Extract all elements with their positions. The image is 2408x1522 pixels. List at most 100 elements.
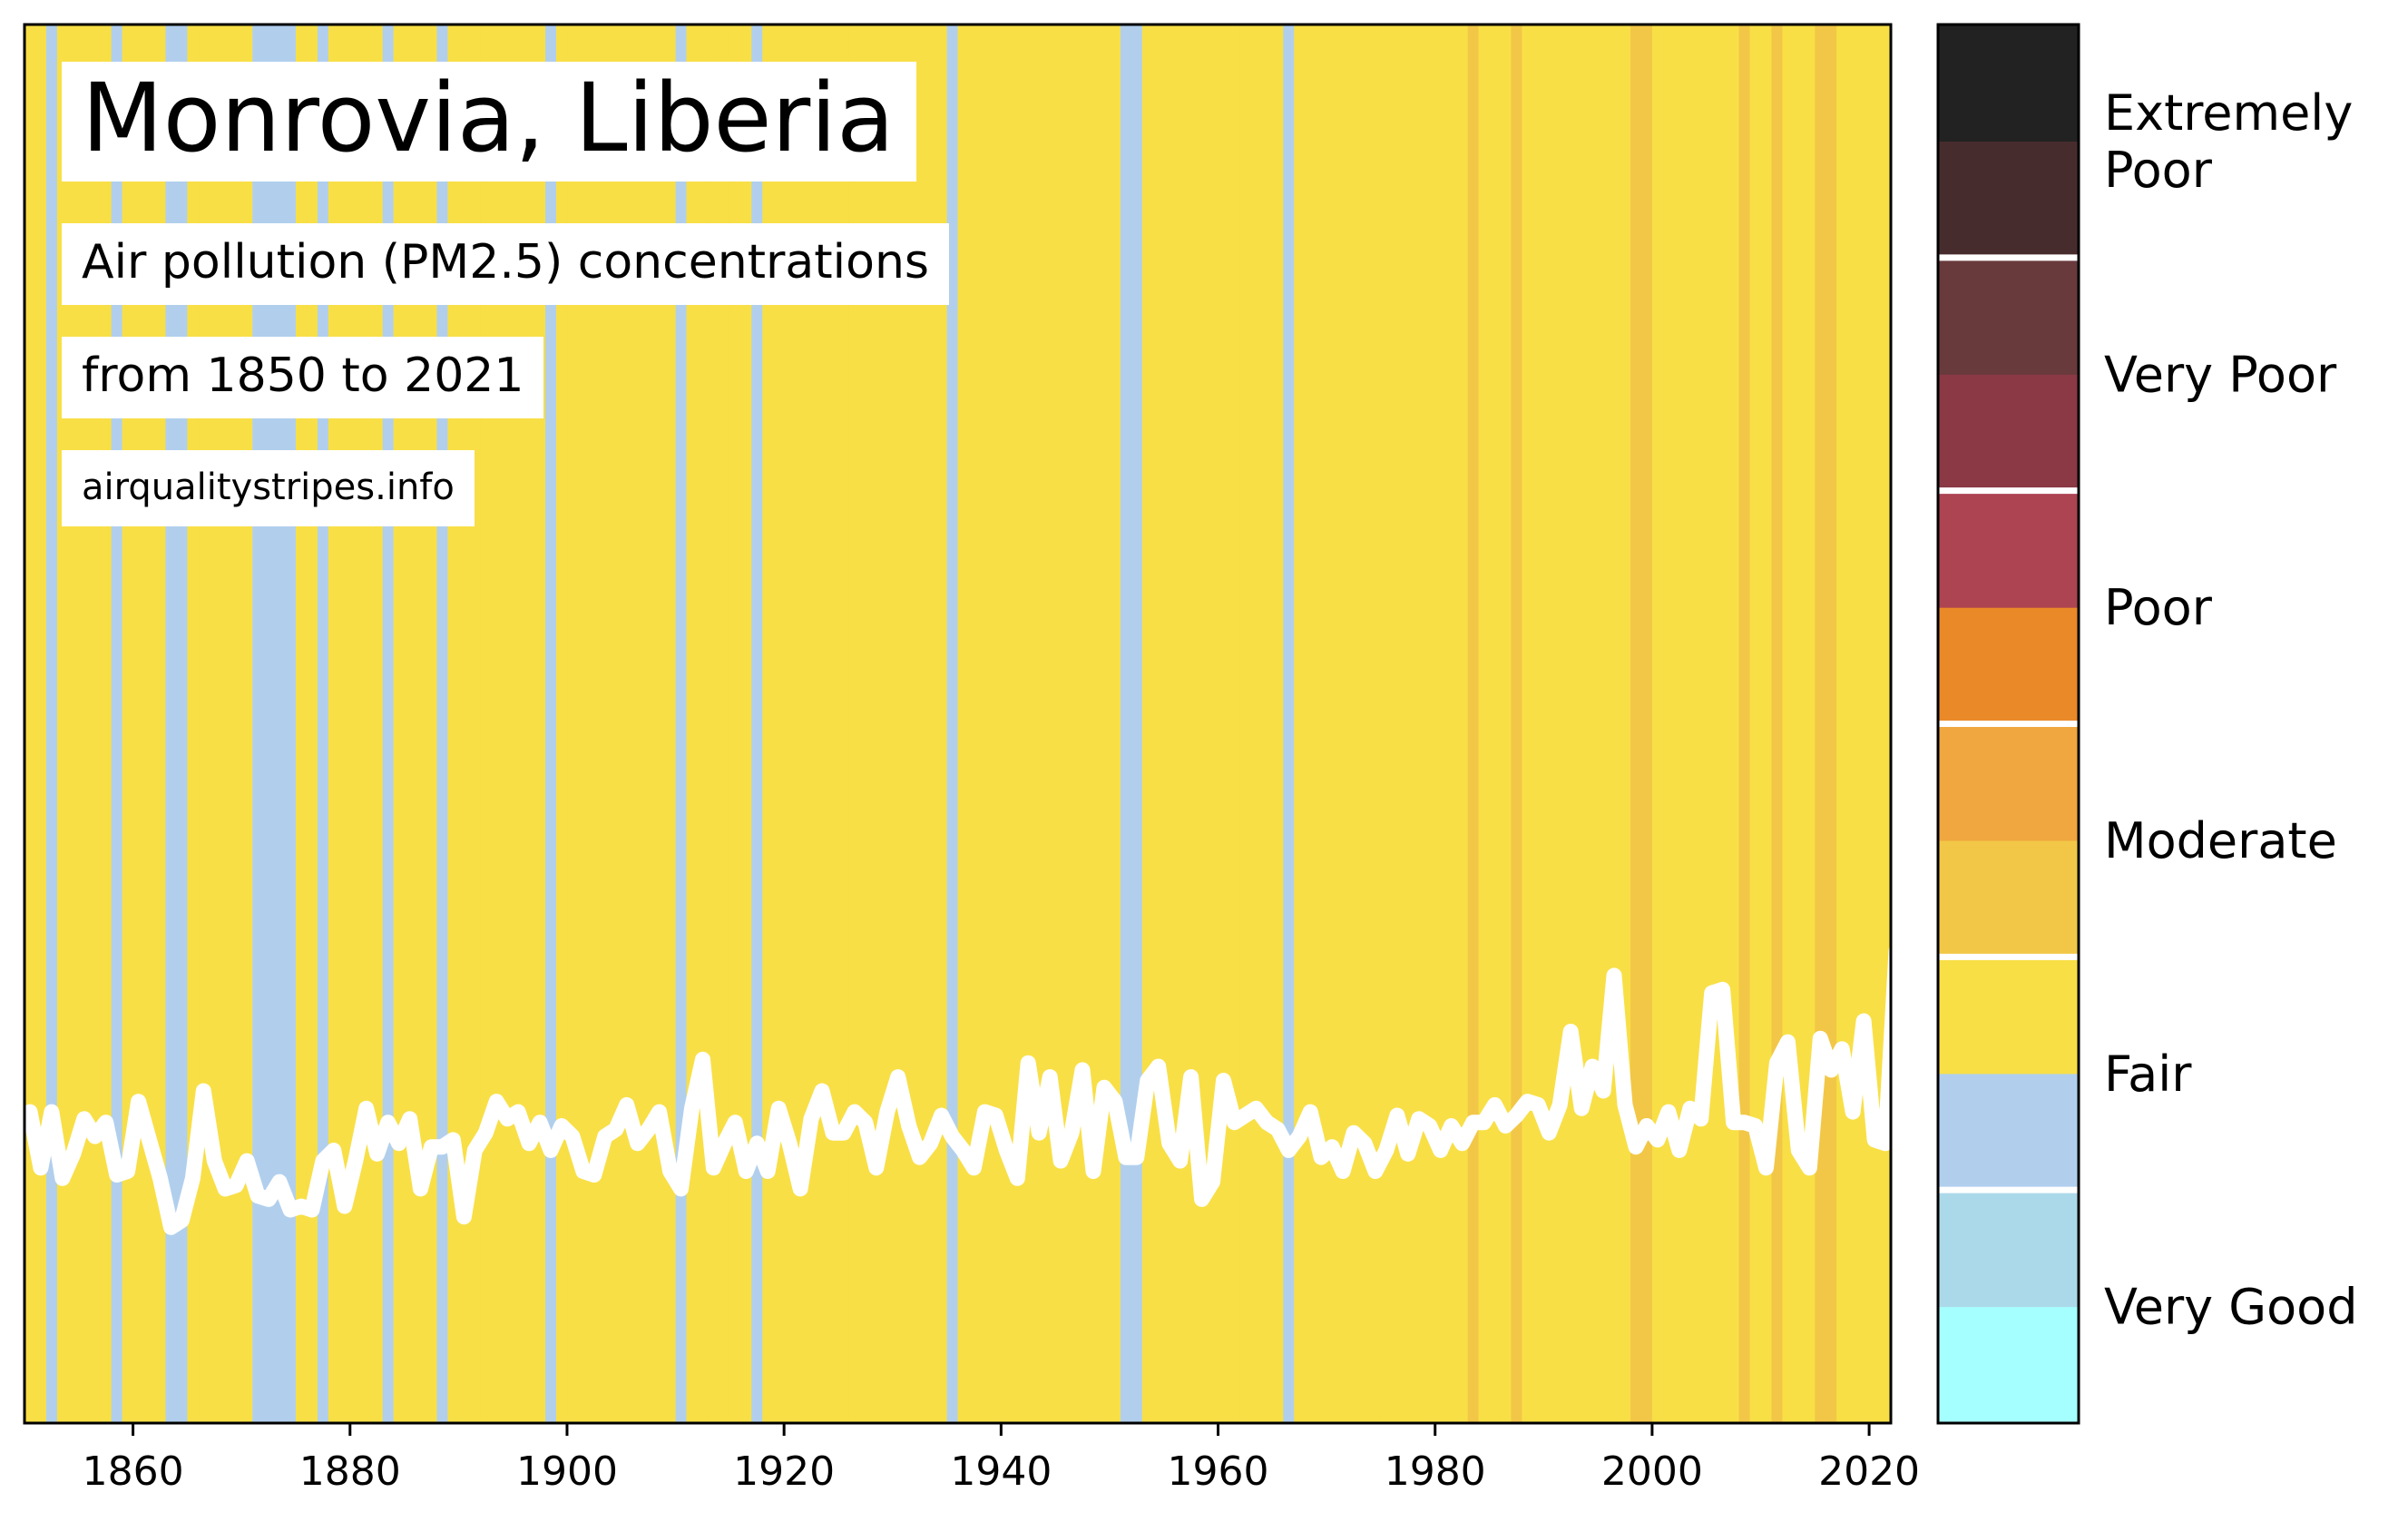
- legend-label-poor: Poor: [2104, 579, 2213, 636]
- stripe-2014: [1804, 25, 1816, 1423]
- stripe-1928: [870, 25, 883, 1423]
- stripe-1991: [1554, 25, 1566, 1423]
- stripe-1914: [719, 25, 730, 1423]
- x-tick-label-2020: 2020: [1818, 1448, 1920, 1495]
- stripe-1919: [773, 25, 785, 1423]
- colorbar-swatch-9: [1938, 257, 2079, 375]
- x-tick-label-1980: 1980: [1385, 1448, 1486, 1495]
- stripe-1945: [1055, 25, 1067, 1423]
- stripe-1998: [1630, 25, 1642, 1423]
- stripe-1967: [1294, 25, 1306, 1423]
- stripe-2018: [1847, 25, 1859, 1423]
- stripe-1903: [599, 25, 612, 1423]
- stripe-1968: [1305, 25, 1317, 1423]
- stripe-1993: [1576, 25, 1588, 1423]
- chart-source: airqualitystripes.info: [62, 450, 475, 526]
- stripe-1924: [827, 25, 839, 1423]
- stripe-1969: [1316, 25, 1327, 1423]
- stripe-1949: [1098, 25, 1111, 1423]
- legend-colorbar: [1936, 23, 2080, 1425]
- stripe-1941: [1012, 25, 1023, 1423]
- stripe-2005: [1706, 25, 1718, 1423]
- colorbar-swatch-1: [1938, 1190, 2079, 1308]
- stripe-1994: [1587, 25, 1599, 1423]
- x-tick-label-1880: 1880: [299, 1448, 401, 1495]
- stripe-1916: [740, 25, 752, 1423]
- stripe-2007: [1728, 25, 1740, 1423]
- stripe-1852: [45, 25, 58, 1423]
- stripe-1960: [1218, 25, 1230, 1423]
- chart-title: Monrovia, Liberia: [62, 62, 916, 182]
- stripe-1982: [1456, 25, 1469, 1423]
- stripe-1983: [1467, 25, 1480, 1423]
- stripe-1933: [925, 25, 937, 1423]
- colorbar-swatch-11: [1938, 25, 2079, 142]
- stripe-1957: [1185, 25, 1198, 1423]
- stripe-1959: [1207, 25, 1219, 1423]
- pm25-series-line: [22, 943, 1970, 1235]
- stripe-1900: [566, 25, 579, 1423]
- stripe-1981: [1445, 25, 1458, 1423]
- stripe-1909: [664, 25, 677, 1423]
- stripe-1948: [1088, 25, 1100, 1423]
- stripe-1997: [1620, 25, 1631, 1423]
- stripe-1977: [1402, 25, 1414, 1423]
- colorbar-swatch-3: [1938, 957, 2079, 1075]
- stripe-1953: [1141, 25, 1154, 1423]
- stripe-1910: [675, 25, 688, 1423]
- stripe-1958: [1196, 25, 1209, 1423]
- stripe-1999: [1640, 25, 1653, 1423]
- stripe-1940: [1001, 25, 1013, 1423]
- stripe-1936: [957, 25, 970, 1423]
- stripe-1921: [795, 25, 807, 1423]
- stripe-2019: [1858, 25, 1870, 1423]
- stripe-1985: [1489, 25, 1502, 1423]
- stripe-1984: [1478, 25, 1491, 1423]
- stripe-1950: [1109, 25, 1121, 1423]
- stripe-1929: [881, 25, 894, 1423]
- stripe-1995: [1598, 25, 1610, 1423]
- x-tick-label-1900: 1900: [516, 1448, 618, 1495]
- stripe-1970: [1326, 25, 1338, 1423]
- stripe-1956: [1174, 25, 1187, 1423]
- stripe-1946: [1066, 25, 1078, 1423]
- stripe-1951: [1120, 25, 1132, 1423]
- plot-frame: [23, 23, 1893, 1425]
- chart-subtitle: Air pollution (PM2.5) concentrations: [62, 223, 949, 305]
- stripe-1917: [751, 25, 763, 1423]
- stripe-2010: [1760, 25, 1773, 1423]
- legend-label-moderate: Moderate: [2104, 812, 2337, 869]
- stripe-1966: [1283, 25, 1295, 1423]
- stripe-1963: [1250, 25, 1262, 1423]
- colorbar-swatch-5: [1938, 723, 2079, 841]
- stripe-1915: [729, 25, 741, 1423]
- stripe-1962: [1239, 25, 1251, 1423]
- stripe-2012: [1782, 25, 1794, 1423]
- stripe-2008: [1738, 25, 1751, 1423]
- stripe-1972: [1348, 25, 1360, 1423]
- legend-label-very-good: Very Good: [2104, 1279, 2358, 1336]
- legend-label-very-poor: Very Poor: [2104, 346, 2337, 403]
- x-tick-label-2000: 2000: [1601, 1448, 1703, 1495]
- stripe-2004: [1695, 25, 1708, 1423]
- colorbar-swatch-8: [1938, 374, 2079, 492]
- stripe-1944: [1044, 25, 1056, 1423]
- stripe-1907: [642, 25, 655, 1423]
- x-tick-label-1960: 1960: [1168, 1448, 1269, 1495]
- stripe-2020: [1869, 25, 1881, 1423]
- legend-label-fair: Fair: [2104, 1046, 2192, 1103]
- stripe-1902: [588, 25, 601, 1423]
- colorbar-swatch-10: [1938, 141, 2079, 259]
- stripe-1964: [1261, 25, 1273, 1423]
- stripe-1922: [806, 25, 817, 1423]
- stripe-2013: [1793, 25, 1805, 1423]
- stripe-1925: [837, 25, 850, 1423]
- stripe-1943: [1033, 25, 1045, 1423]
- stripe-1973: [1358, 25, 1371, 1423]
- stripe-2009: [1749, 25, 1762, 1423]
- stripe-1931: [903, 25, 915, 1423]
- x-tick-label-1920: 1920: [733, 1448, 835, 1495]
- stripe-1926: [848, 25, 861, 1423]
- stripe-1901: [577, 25, 590, 1423]
- stripe-1952: [1131, 25, 1143, 1423]
